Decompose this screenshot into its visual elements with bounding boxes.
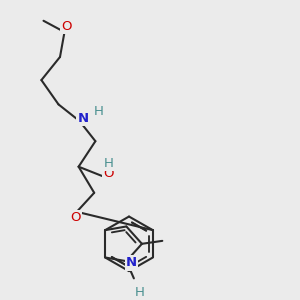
Text: H: H (104, 157, 113, 169)
Text: H: H (94, 105, 104, 118)
Text: H: H (135, 286, 145, 299)
Text: O: O (61, 20, 71, 33)
Text: O: O (70, 211, 80, 224)
Text: O: O (103, 167, 114, 180)
Text: N: N (126, 256, 137, 269)
Text: N: N (77, 112, 89, 125)
